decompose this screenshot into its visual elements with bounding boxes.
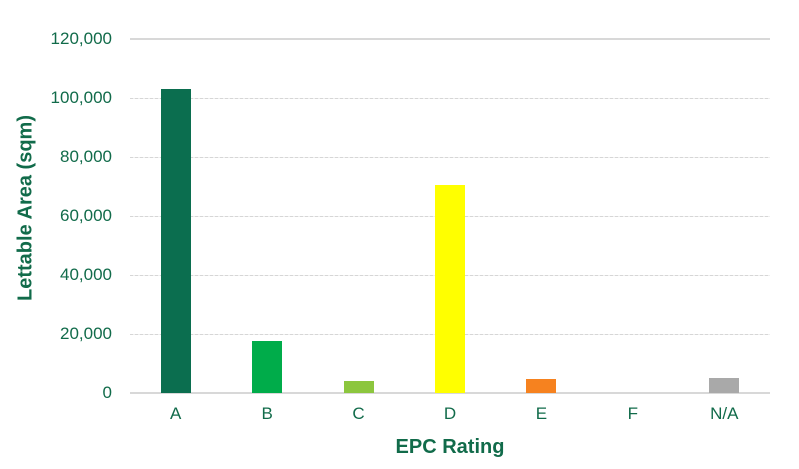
bar-c: [343, 381, 374, 393]
gridline: [130, 392, 770, 394]
bar-d: [435, 185, 465, 393]
bar-na: [709, 377, 740, 393]
x-tick-label: D: [443, 404, 457, 423]
x-axis-title: EPC Rating: [395, 436, 505, 458]
y-axis-tick-labels: 0 20,000 40,000 60,000 80,000 100,000 120,000: [0, 0, 112, 469]
y-tick-label: 20,000: [60, 324, 112, 343]
y-tick-label: 120,000: [50, 29, 112, 48]
x-tick-label: E: [535, 404, 548, 423]
x-tick-label: C: [352, 404, 365, 423]
y-tick-label: 0: [102, 383, 112, 402]
plot-area: [130, 38, 770, 394]
y-tick-label: 100,000: [50, 88, 112, 107]
x-tick-label: N/A: [710, 404, 739, 423]
gridline: [130, 157, 770, 158]
y-tick-label: 60,000: [60, 206, 112, 225]
x-tick-label: A: [170, 404, 182, 423]
gridline: [130, 38, 770, 40]
y-tick-label: 40,000: [60, 265, 112, 284]
bar-b: [252, 341, 283, 393]
x-axis-tick-labels: A B C D E F N/A: [130, 403, 770, 425]
y-tick-label: 80,000: [60, 147, 112, 166]
gridline: [130, 98, 770, 99]
bar-e: [526, 378, 557, 393]
x-tick-label: F: [627, 404, 639, 423]
bar-a: [160, 89, 191, 393]
x-tick-label: B: [261, 404, 273, 423]
